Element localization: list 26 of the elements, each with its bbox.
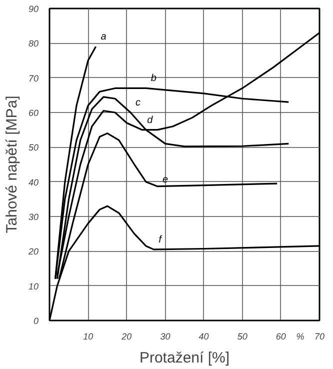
y-tick-label: 90	[28, 4, 39, 14]
y-axis-title: Tahové napětí [MPa]	[3, 96, 20, 234]
annotation: d	[147, 114, 154, 126]
y-tick-label: 30	[28, 212, 39, 222]
x-tick-label: 20	[120, 332, 132, 342]
y-tick-label: 20	[27, 246, 39, 257]
y-tick-label: 70	[28, 73, 39, 84]
x-tick-label: 60	[276, 332, 286, 342]
y-tick-label: 50	[28, 142, 39, 153]
y-tick-label: 0	[33, 316, 39, 326]
x-axis-title: Protažení [%]	[139, 350, 230, 366]
annotation: f	[158, 234, 163, 246]
x-tick-label: 50	[237, 332, 248, 342]
annotation: c	[136, 98, 140, 108]
y-tick-label: 10	[28, 281, 39, 292]
y-tick-label: 40	[28, 177, 39, 188]
x-tick-label: 10	[83, 332, 94, 342]
x-tick-label: 70	[314, 332, 325, 342]
annotation: a	[100, 32, 107, 43]
annotation: e	[162, 174, 168, 186]
x-tick-label: %	[296, 332, 304, 342]
y-tick-label: 60	[28, 108, 39, 118]
x-tick-label: 30	[160, 332, 170, 342]
x-tick-label: 40	[198, 332, 209, 342]
y-tick-label: 80	[28, 38, 39, 49]
annotation: b	[150, 73, 157, 84]
